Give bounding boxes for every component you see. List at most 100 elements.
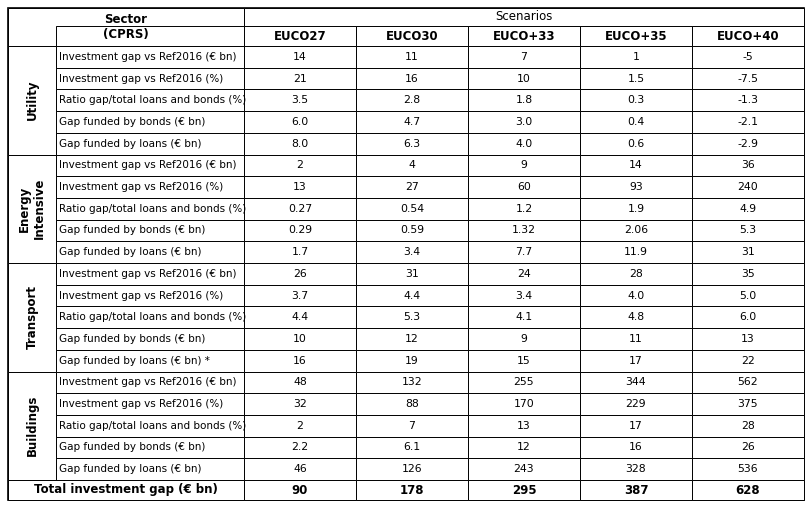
- Bar: [56, 68, 243, 89]
- Bar: [355, 371, 467, 393]
- Text: 11: 11: [629, 334, 642, 344]
- Text: Gap funded by loans (€ bn): Gap funded by loans (€ bn): [59, 464, 201, 474]
- Bar: [579, 350, 691, 371]
- Text: 15: 15: [517, 356, 530, 366]
- Text: 328: 328: [625, 464, 646, 474]
- Bar: [691, 263, 803, 284]
- Text: 1.2: 1.2: [515, 204, 532, 214]
- Bar: [243, 241, 355, 263]
- Text: 7.7: 7.7: [515, 247, 532, 257]
- Bar: [8, 46, 56, 154]
- Bar: [691, 111, 803, 133]
- Bar: [579, 306, 691, 328]
- Bar: [355, 133, 467, 154]
- Bar: [467, 89, 579, 111]
- Text: Investment gap vs Ref2016 (€ bn): Investment gap vs Ref2016 (€ bn): [59, 377, 236, 387]
- Text: 14: 14: [293, 52, 307, 62]
- Bar: [56, 241, 243, 263]
- Text: -2.9: -2.9: [736, 139, 757, 149]
- Bar: [243, 8, 803, 26]
- Text: 10: 10: [293, 334, 307, 344]
- Bar: [243, 46, 355, 68]
- Text: 6.1: 6.1: [403, 442, 420, 453]
- Bar: [579, 415, 691, 436]
- Text: 0.59: 0.59: [400, 226, 423, 235]
- Text: 27: 27: [405, 182, 418, 192]
- Text: 628: 628: [735, 484, 759, 496]
- Bar: [56, 46, 243, 68]
- Text: 4.0: 4.0: [515, 139, 532, 149]
- Text: 12: 12: [517, 442, 530, 453]
- Bar: [467, 241, 579, 263]
- Bar: [243, 415, 355, 436]
- Text: 5.0: 5.0: [739, 291, 756, 301]
- Bar: [355, 198, 467, 219]
- Bar: [691, 458, 803, 480]
- Text: 178: 178: [399, 484, 423, 496]
- Text: 17: 17: [629, 421, 642, 431]
- Text: 3.5: 3.5: [291, 96, 308, 105]
- Text: Scenarios: Scenarios: [495, 11, 552, 23]
- Text: 4.8: 4.8: [627, 312, 644, 322]
- Text: 2: 2: [296, 161, 303, 170]
- Text: 562: 562: [736, 377, 757, 387]
- Bar: [691, 68, 803, 89]
- Text: 48: 48: [293, 377, 307, 387]
- Bar: [243, 393, 355, 415]
- Text: 132: 132: [401, 377, 422, 387]
- Text: 31: 31: [740, 247, 754, 257]
- Text: 3.4: 3.4: [515, 291, 532, 301]
- Bar: [56, 198, 243, 219]
- Text: 255: 255: [513, 377, 534, 387]
- Bar: [579, 26, 691, 46]
- Bar: [467, 46, 579, 68]
- Bar: [355, 26, 467, 46]
- Text: Gap funded by loans (€ bn) *: Gap funded by loans (€ bn) *: [59, 356, 209, 366]
- Text: 8.0: 8.0: [291, 139, 308, 149]
- Text: 1.8: 1.8: [515, 96, 532, 105]
- Text: Gap funded by bonds (€ bn): Gap funded by bonds (€ bn): [59, 226, 205, 235]
- Bar: [467, 458, 579, 480]
- Bar: [467, 68, 579, 89]
- Bar: [579, 68, 691, 89]
- Text: Investment gap vs Ref2016 (€ bn): Investment gap vs Ref2016 (€ bn): [59, 269, 236, 279]
- Bar: [56, 176, 243, 198]
- Text: EUCO30: EUCO30: [385, 29, 438, 43]
- Bar: [243, 284, 355, 306]
- Text: Ratio gap/total loans and bonds (%): Ratio gap/total loans and bonds (%): [59, 312, 246, 322]
- Text: 387: 387: [623, 484, 647, 496]
- Bar: [691, 393, 803, 415]
- Text: 12: 12: [405, 334, 418, 344]
- Bar: [467, 198, 579, 219]
- Bar: [355, 328, 467, 350]
- Bar: [691, 436, 803, 458]
- Bar: [691, 198, 803, 219]
- Bar: [691, 306, 803, 328]
- Text: 2.8: 2.8: [403, 96, 420, 105]
- Bar: [579, 436, 691, 458]
- Bar: [579, 154, 691, 176]
- Bar: [56, 26, 243, 46]
- Bar: [243, 154, 355, 176]
- Bar: [691, 480, 803, 500]
- Text: Investment gap vs Ref2016 (%): Investment gap vs Ref2016 (%): [59, 74, 223, 83]
- Bar: [579, 371, 691, 393]
- Bar: [691, 176, 803, 198]
- Bar: [243, 68, 355, 89]
- Text: 1.9: 1.9: [627, 204, 644, 214]
- Bar: [691, 241, 803, 263]
- Text: 26: 26: [293, 269, 307, 279]
- Text: 375: 375: [736, 399, 757, 409]
- Bar: [56, 284, 243, 306]
- Bar: [8, 480, 243, 500]
- Bar: [579, 328, 691, 350]
- Bar: [467, 26, 579, 46]
- Text: 0.4: 0.4: [627, 117, 644, 127]
- Text: Investment gap vs Ref2016 (%): Investment gap vs Ref2016 (%): [59, 291, 223, 301]
- Bar: [355, 154, 467, 176]
- Text: 60: 60: [517, 182, 530, 192]
- Bar: [355, 219, 467, 241]
- Text: Investment gap vs Ref2016 (%): Investment gap vs Ref2016 (%): [59, 182, 223, 192]
- Bar: [691, 328, 803, 350]
- Bar: [691, 154, 803, 176]
